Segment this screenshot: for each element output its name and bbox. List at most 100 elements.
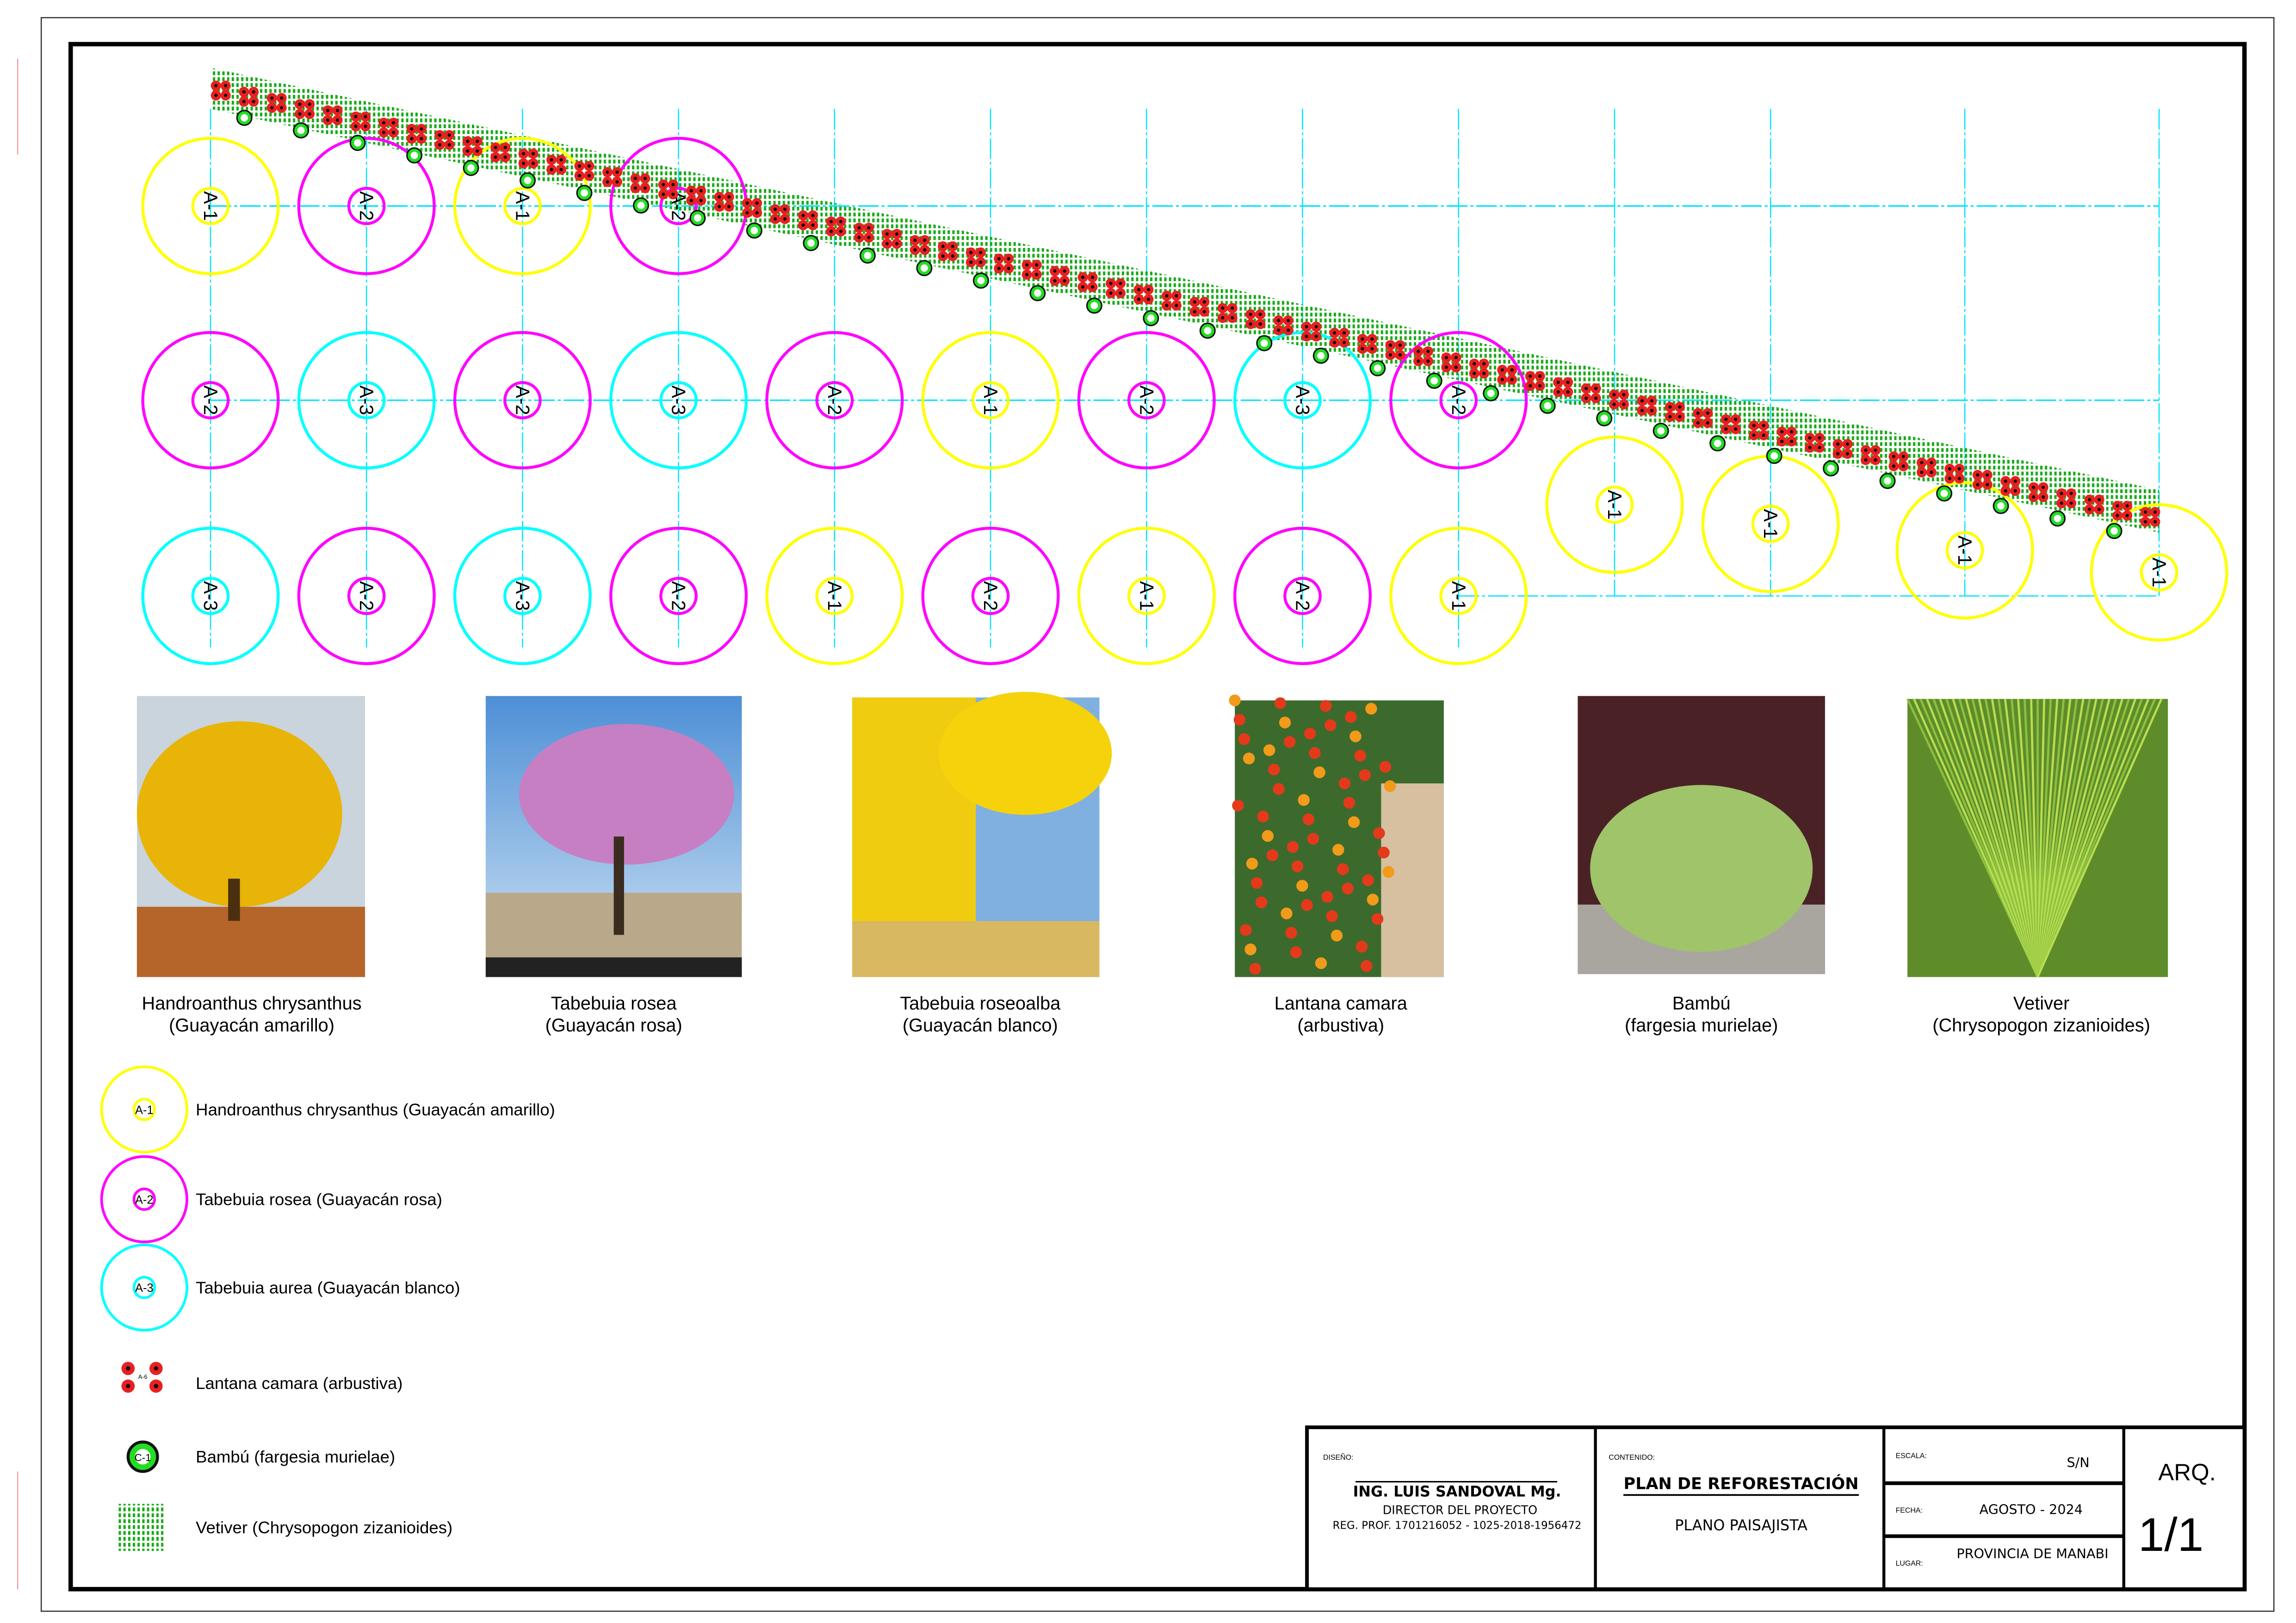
bamboo-plant — [1879, 473, 1896, 489]
bamboo-plant — [293, 122, 309, 139]
photo-caption-common: (arbustiva) — [1297, 1015, 1384, 1036]
lantana-plant — [1385, 340, 1405, 360]
tree-a-3[interactable]: A-3 — [609, 331, 748, 469]
lantana-plant — [1245, 309, 1266, 329]
tree-code: A-1 — [1954, 536, 1975, 565]
tree-a-3[interactable]: A-3 — [141, 526, 280, 665]
trunk-circle — [1127, 381, 1166, 420]
tree-a-2[interactable]: A-2 — [609, 526, 748, 665]
lantana-plant — [378, 117, 399, 138]
trunk-circle — [971, 577, 1010, 615]
tree-a-1[interactable]: A-1 — [1895, 481, 2034, 620]
bamboo-plant — [1766, 448, 1782, 464]
tree-a-3[interactable]: A-3 — [1233, 331, 1372, 469]
tree-a-3[interactable]: A-3 — [297, 331, 436, 469]
bamboo-plant — [1539, 397, 1556, 414]
tree-a-2[interactable]: A-2 — [765, 331, 904, 469]
canopy-circle — [921, 526, 1060, 665]
trunk-circle — [1283, 381, 1322, 420]
trunk-circle — [347, 577, 386, 615]
lantana-plant — [602, 167, 623, 187]
lantana-plant — [1665, 401, 1685, 422]
lantana-plant — [266, 93, 287, 113]
tree-code: A-2 — [1448, 385, 1469, 415]
lantana-plant — [2056, 488, 2077, 508]
tree-code: A-3 — [1292, 385, 1313, 415]
tree-a-2[interactable]: A-2 — [921, 526, 1060, 665]
yellow-tree-photo — [852, 691, 1112, 977]
tree-a-1[interactable]: A-1 — [2090, 503, 2228, 642]
tree-code: A-2 — [668, 581, 689, 611]
plan-title: PLAN DE REFORESTACIÓN — [1624, 1474, 1859, 1493]
bamboo-plant — [1483, 385, 1499, 401]
tree-a-1[interactable]: A-1 — [1389, 526, 1528, 665]
scale-label: ESCALA: — [1896, 1452, 1927, 1460]
tree-code: A-1 — [980, 385, 1001, 415]
tree-a-2[interactable]: A-2 — [297, 526, 436, 665]
canopy-circle — [453, 526, 592, 665]
tree-a-2[interactable]: A-2 — [453, 331, 592, 469]
tree-a-2[interactable]: A-2 — [141, 331, 280, 469]
title-block: DISEÑO: ING. LUIS SANDOVAL Mg. DIRECTOR … — [1305, 1425, 2246, 1591]
tree-code: A-1 — [512, 191, 533, 221]
bamboo-plant — [746, 222, 762, 239]
bamboo-plant — [520, 172, 536, 189]
trunk-circle — [347, 381, 386, 420]
tree-code: A-3 — [356, 385, 377, 415]
tree-a-2[interactable]: A-2 — [1077, 331, 1216, 469]
tree-a-1[interactable]: A-1 — [921, 331, 1060, 469]
bamboo-plant — [1256, 335, 1273, 352]
hedge-plants — [210, 80, 2160, 539]
legend-item: A-1 Handroanthus chrysanthus (Guayacán am… — [100, 1065, 555, 1154]
lantana-plant — [1441, 352, 1461, 373]
date-label: FECHA: — [1896, 1506, 1923, 1514]
lantana-plant — [994, 253, 1014, 274]
tree-code: A-1 — [1136, 581, 1157, 611]
lantana-plant — [910, 235, 930, 255]
lantana-plant — [1861, 445, 1881, 465]
lantana-plant — [1609, 389, 1629, 410]
trunk-circle — [1439, 381, 1478, 420]
lantana-plant — [2112, 500, 2133, 521]
lantana-plant — [518, 148, 538, 169]
bamboo-plant — [1143, 310, 1159, 327]
canopy-circle — [1389, 331, 1528, 469]
tree-a-2[interactable]: A-2 — [1233, 526, 1372, 665]
lantana-plant — [462, 136, 483, 156]
lantana-plant — [239, 86, 259, 107]
lantana-plant — [686, 185, 706, 206]
tree-a-1[interactable]: A-1 — [141, 136, 280, 275]
date-value: AGOSTO - 2024 — [1980, 1502, 2083, 1518]
tree-a-2[interactable]: A-2 — [1389, 331, 1528, 469]
bamboo-plant — [916, 260, 933, 277]
tree-a-1[interactable]: A-1 — [1545, 435, 1684, 574]
scale-value: S/N — [2067, 1455, 2089, 1470]
bamboo-plant — [1199, 322, 1216, 339]
tree-a-1[interactable]: A-1 — [453, 136, 592, 275]
drawing-frame — [68, 42, 2247, 1592]
bamboo-plant — [1596, 410, 1613, 426]
bamboo-plant — [1029, 285, 1046, 302]
lantana-plant — [322, 105, 343, 125]
place-value: PROVINCIA DE MANABI — [1956, 1546, 2108, 1561]
bamboo-plant — [859, 247, 876, 264]
tree-a-3[interactable]: A-3 — [453, 526, 592, 665]
legend-label: Tabebuia aurea (Guayacán blanco) — [196, 1278, 460, 1297]
tree-a-2[interactable]: A-2 — [297, 136, 436, 275]
canopy-circle — [297, 136, 436, 275]
yellow-tree-photo — [136, 696, 365, 977]
trunk-circle — [503, 577, 542, 615]
tree-code: A-2 — [1136, 385, 1157, 415]
canopy-circle — [2090, 503, 2228, 642]
legend-item: A-2 Tabebuia rosea (Guayacán rosa) — [100, 1155, 442, 1243]
tree-code: A-1 — [2148, 557, 2170, 587]
tree-code: A-3 — [668, 385, 689, 415]
bamboo-plant — [1936, 485, 1953, 502]
bamboo-plant — [689, 210, 706, 226]
lantana-plant — [574, 160, 594, 181]
tree-code: A-1 — [200, 191, 221, 221]
trunk-circle — [503, 381, 542, 420]
tree-a-1[interactable]: A-1 — [1077, 526, 1216, 665]
tree-a-1[interactable]: A-1 — [765, 526, 904, 665]
trunk-circle — [1945, 531, 1984, 570]
